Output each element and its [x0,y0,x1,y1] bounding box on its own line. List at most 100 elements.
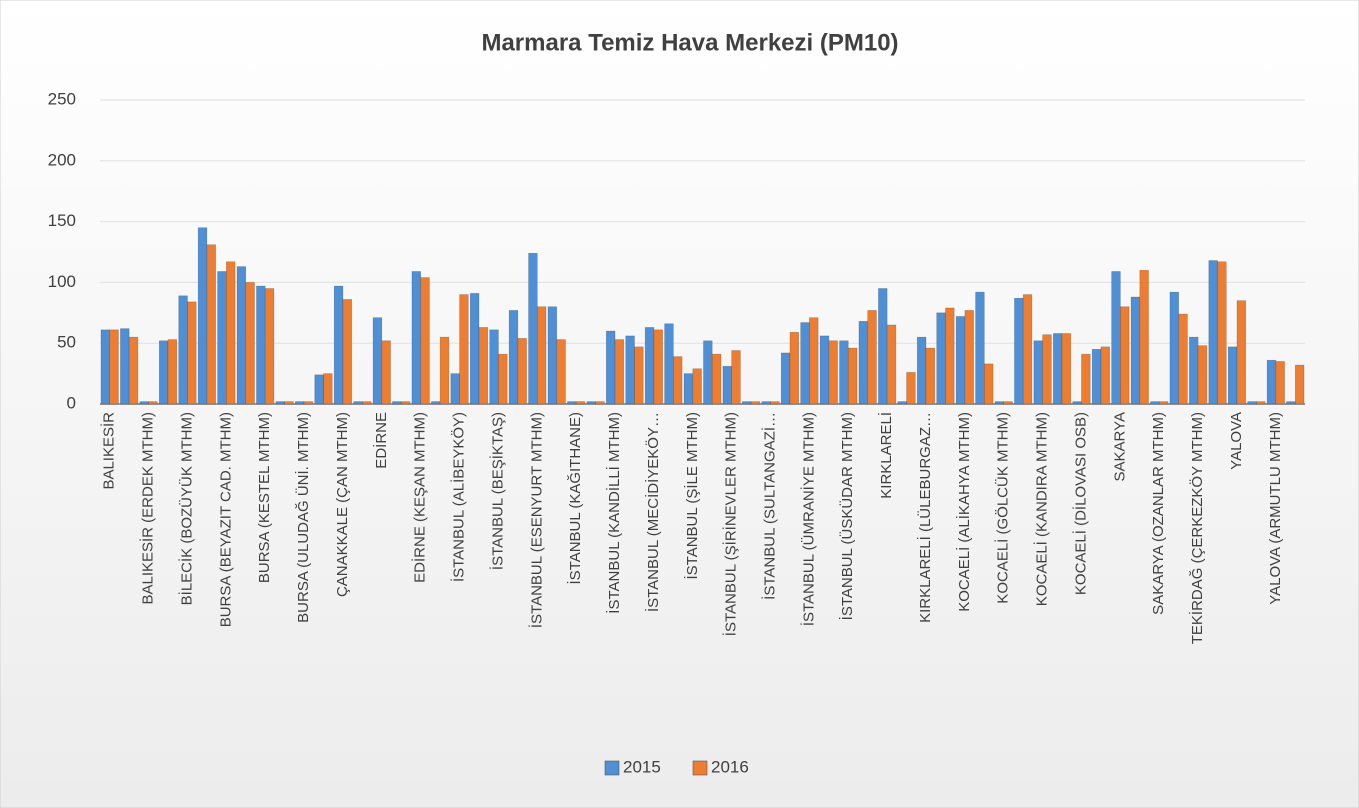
bar [478,327,489,405]
bar [226,261,236,405]
bar [400,401,411,405]
bar [750,401,761,405]
x-tick-label: SAKARYA (OZANLAR MTHM) [1150,412,1167,615]
bar [517,338,527,405]
bar [528,252,538,405]
bar [100,329,111,405]
bar [936,312,946,405]
bar [955,316,966,405]
legend-swatch [604,760,620,776]
bar [264,288,275,405]
bar [556,339,566,405]
bar [1286,401,1296,405]
bar [1111,271,1121,405]
x-tick-label: İSTANBUL (ÜSKÜDAR MTHM) [838,412,856,620]
y-tick-label: 50 [57,333,76,352]
bar [236,266,247,405]
bar [323,373,333,405]
x-tick-label: İSTANBUL (MECİDİYEKÖY… [644,412,662,612]
bar [1217,261,1227,405]
x-tick-label: İSTANBUL (KANDİLLİ MTHM) [605,412,623,614]
x-tick-label: YALOVA (ARMUTLU MTHM) [1267,412,1284,605]
x-tick-label: EDİRNE [372,412,390,469]
bar [595,401,605,405]
x-tick-label: EDİRNE (KEŞAN MTHM) [411,412,429,583]
bar [498,353,508,405]
bar [178,295,188,405]
x-tick-label: BURSA (KESTEL MTHM) [256,412,273,583]
bar [722,366,732,405]
bar [925,347,936,405]
bar [158,340,169,405]
x-tick-label: YALOVA [1228,412,1245,470]
bar [897,401,907,405]
bar [547,306,558,405]
bar [469,293,480,405]
bar [819,335,830,405]
x-tick-label: BALIKESİR [100,412,118,490]
bar [411,271,421,405]
x-tick-label: KIRKLARELİ [877,412,895,499]
bar [1227,346,1238,405]
legend-label: 2016 [711,757,749,776]
bar [1003,401,1013,405]
bar [381,340,391,405]
bar [800,322,810,405]
bar [1120,306,1130,405]
x-tick-label: BALIKESİR (ERDEK MTHM) [139,412,157,605]
bar [1091,348,1102,405]
bar [575,401,586,405]
bar [508,310,519,405]
bar [245,282,255,405]
x-tick-label: İSTANBUL (BEŞİKTAŞ) [488,412,506,570]
bar [431,401,441,405]
bar [605,330,616,405]
bar [333,285,344,405]
bar [1189,336,1199,405]
y-tick-label: 0 [67,393,76,412]
bar [1033,340,1043,405]
x-tick-label: İSTANBUL (ÜMRANİYE MTHM) [799,412,817,626]
x-tick-label: TEKİRDAĞ (ÇERKEZKÖY MTHM) [1188,412,1206,644]
bar [683,373,694,405]
bar [1256,401,1266,405]
bar [770,401,780,405]
bar [197,227,208,405]
bar [1294,364,1305,405]
bar [975,291,985,405]
bar [1014,297,1024,405]
bar [489,329,499,405]
x-tick-label: BURSA (BEYAZIT CAD. MTHM) [217,412,234,627]
bar [994,401,1005,405]
bar [392,401,402,405]
bar [1208,260,1218,405]
x-tick-label: KOCAELİ (DİLOVASI OSB) [1071,412,1089,595]
x-tick-label: İSTANBUL (ŞİRİNEVLER MTHM) [722,412,740,636]
bar [1150,401,1160,405]
x-tick-label: SAKARYA [1111,412,1128,481]
x-tick-label: İSTANBUL (ESENYURT MTHM) [527,412,545,628]
x-tick-label: BURSA (ULUDAĞ ÜNİ. MTHM) [294,412,312,623]
bar [148,401,158,405]
bar [256,285,266,405]
x-tick-label: KOCAELİ (GÖLCÜK MTHM) [994,412,1012,604]
legend-label: 2015 [623,757,661,776]
bar [303,401,314,405]
bar [634,346,644,405]
bar [1061,333,1072,405]
bar [1139,269,1149,405]
x-tick-label: BİLECİK (BOZÜYÜK MTHM) [177,412,195,605]
bar [109,329,119,405]
bar [731,350,741,405]
bar [1081,353,1091,405]
bar [673,356,683,405]
bar [187,301,197,405]
bar [353,401,363,405]
bar [644,327,655,405]
bar [780,352,791,405]
x-tick-label: KOCAELİ (KANDIRA MTHM) [1033,412,1051,606]
bar [167,339,178,405]
bar [372,317,383,405]
x-tick-label: İSTANBUL (SULTANGAZİ… [760,412,778,600]
